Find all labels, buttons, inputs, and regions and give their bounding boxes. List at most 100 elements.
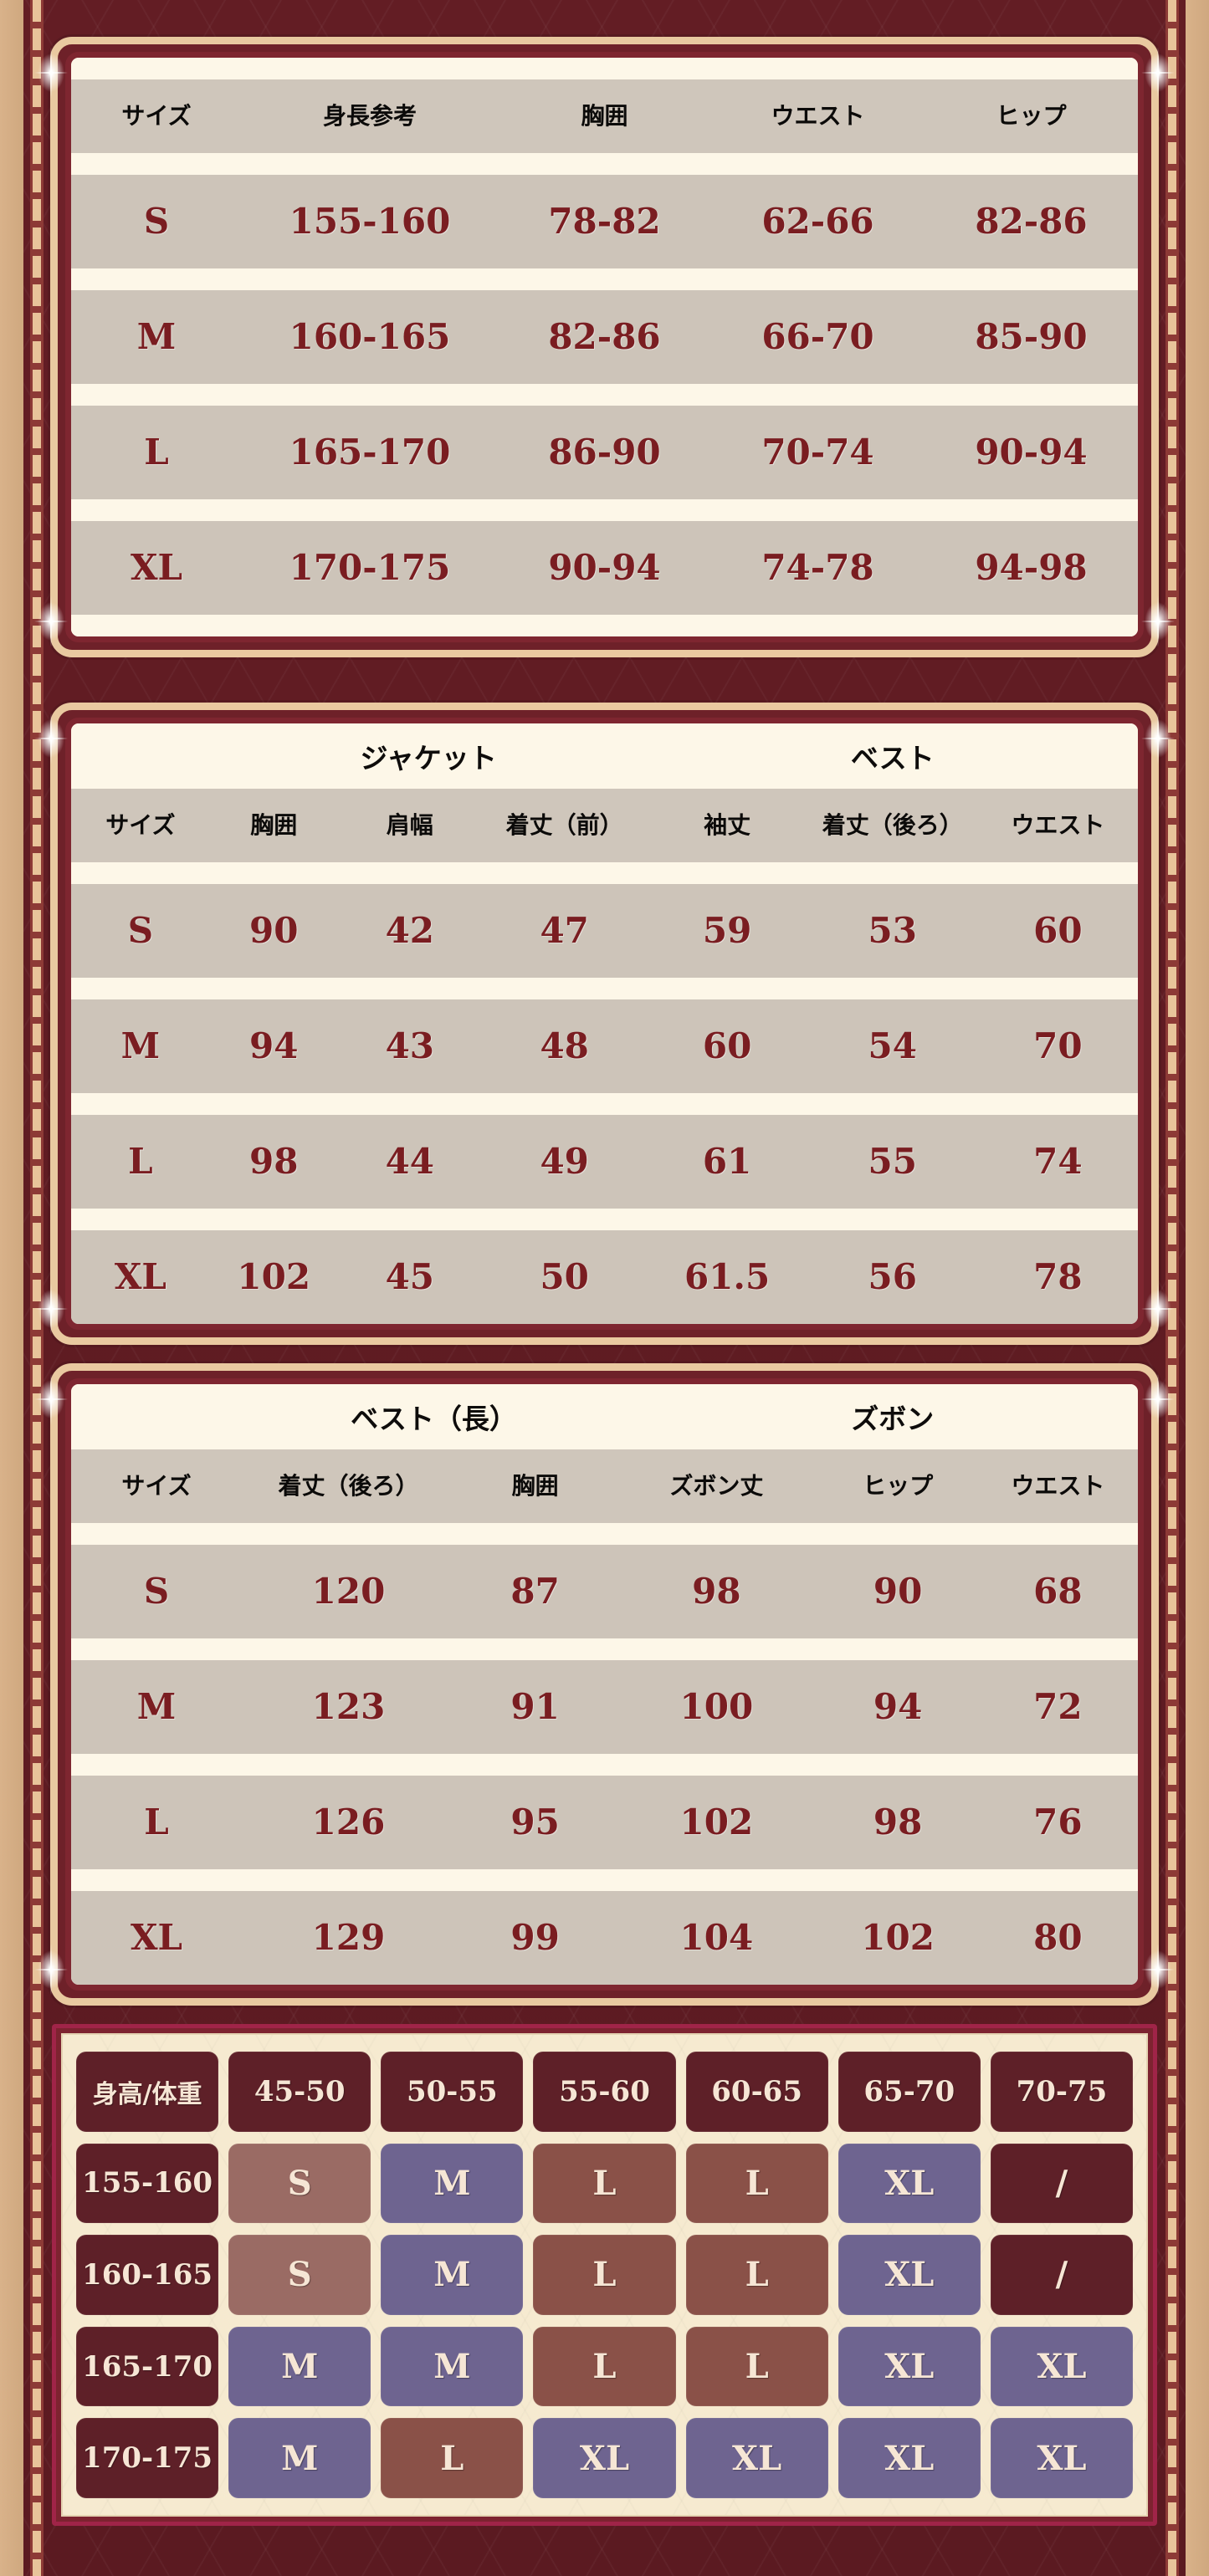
- card1-frame: サイズ 身長参考 胸囲 ウエスト ヒップ S 155-160 78-82 62-…: [33, 37, 1176, 657]
- table-row: S 120 87 98 90 68: [71, 1545, 1138, 1638]
- table-row: XL 102 45 50 61.5 56 78: [71, 1230, 1138, 1324]
- row-spacer: [71, 268, 1138, 290]
- table2-group-title: ジャケット: [360, 742, 497, 774]
- table1-cell: XL: [130, 546, 183, 588]
- card2-frame: ジャケット ベスト サイズ 胸囲 肩幅 着丈（前） 袖丈 着丈（後ろ） ウエスト…: [33, 703, 1176, 1345]
- table2-col-header: 肩幅: [386, 811, 433, 840]
- table2-cell: 78: [1033, 1255, 1083, 1297]
- matrix-size-cell: L: [533, 2235, 676, 2315]
- table1-col-header: 胸囲: [581, 102, 628, 130]
- card2-inner: ジャケット ベスト サイズ 胸囲 肩幅 着丈（前） 袖丈 着丈（後ろ） ウエスト…: [65, 718, 1144, 1330]
- row-spacer: [71, 615, 1138, 636]
- table2-cell: 44: [385, 1140, 435, 1182]
- table-row: S 90 42 47 59 53 60: [71, 884, 1138, 978]
- matrix-weight-header: 50-55: [381, 2052, 524, 2132]
- table3-cell: XL: [130, 1916, 183, 1958]
- row-spacer: [71, 1638, 1138, 1660]
- size-chart-card-jacket-vest: ジャケット ベスト サイズ 胸囲 肩幅 着丈（前） 袖丈 着丈（後ろ） ウエスト…: [33, 703, 1176, 1345]
- card1-inner: サイズ 身長参考 胸囲 ウエスト ヒップ S 155-160 78-82 62-…: [65, 52, 1144, 642]
- table2-cell: 59: [702, 909, 752, 951]
- matrix-size-cell: XL: [990, 2418, 1133, 2498]
- table1-cell: 66-70: [761, 315, 874, 357]
- matrix-size-cell: M: [381, 2235, 524, 2315]
- row-spacer: [71, 58, 1138, 79]
- table-row: XL 170-175 90-94 74-78 94-98: [71, 521, 1138, 615]
- table2-cell: 61: [702, 1140, 752, 1182]
- matrix-size-cell: M: [381, 2143, 524, 2224]
- matrix-inner: 身高/体重 45-50 50-55 55-60 60-65 65-70 70-7…: [61, 2033, 1148, 2517]
- matrix-size-cell: XL: [838, 2143, 981, 2224]
- table2-header-row: サイズ 胸囲 肩幅 着丈（前） 袖丈 着丈（後ろ） ウエスト: [71, 789, 1138, 862]
- table1-col-header: ヒップ: [996, 102, 1067, 130]
- table-row: L 165-170 86-90 70-74 90-94: [71, 406, 1138, 499]
- matrix-size-cell: L: [685, 2235, 828, 2315]
- matrix-weight-header: 65-70: [838, 2052, 981, 2132]
- table3-col-header: サイズ: [121, 1472, 192, 1500]
- table1-cell: L: [144, 431, 169, 473]
- table2-cell: 56: [868, 1255, 917, 1297]
- table2-cell: 53: [868, 909, 917, 951]
- table3-cell: 94: [873, 1685, 923, 1727]
- table1-cell: 86-90: [548, 431, 661, 473]
- card3-inner: ベスト（長） ズボン サイズ 着丈（後ろ） 胸囲 ズボン丈 ヒップ ウエスト S…: [65, 1378, 1144, 1991]
- table3-group-title: ベスト（長）: [351, 1403, 517, 1435]
- left-tan-strip: [0, 0, 23, 2576]
- matrix-row: 160-165 S M L L XL /: [76, 2235, 1133, 2315]
- table2-cell: 43: [385, 1025, 435, 1066]
- table3-cell: 100: [679, 1685, 754, 1727]
- table-row: M 160-165 82-86 66-70 85-90: [71, 290, 1138, 384]
- row-spacer: [71, 499, 1138, 521]
- table-row: XL 129 99 104 102 80: [71, 1891, 1138, 1985]
- table3-col-header: ウエスト: [1011, 1472, 1105, 1500]
- table3-cell: 126: [311, 1801, 386, 1843]
- table2-col-header: 着丈（前）: [505, 811, 623, 840]
- matrix-weight-header: 70-75: [990, 2052, 1133, 2132]
- table3-cell: 98: [692, 1570, 741, 1612]
- table3-col-header: 着丈（後ろ）: [278, 1472, 419, 1500]
- table2-cell: S: [127, 909, 154, 951]
- table3-cell: 87: [510, 1570, 560, 1612]
- size-chart-card-longvest-pants: ベスト（長） ズボン サイズ 着丈（後ろ） 胸囲 ズボン丈 ヒップ ウエスト S…: [33, 1363, 1176, 2006]
- table1-cell: 70-74: [761, 431, 874, 473]
- table2-cell: XL: [114, 1255, 166, 1297]
- table3-cell: S: [143, 1570, 170, 1612]
- matrix-size-cell: L: [685, 2143, 828, 2224]
- table2-col-header: 着丈（後ろ）: [822, 811, 963, 840]
- table3-cell: M: [136, 1685, 177, 1727]
- size-chart-card-body: サイズ 身長参考 胸囲 ウエスト ヒップ S 155-160 78-82 62-…: [33, 37, 1176, 657]
- table2-cell: 54: [868, 1025, 917, 1066]
- table3-cell: 120: [311, 1570, 386, 1612]
- matrix-size-cell: S: [228, 2235, 371, 2315]
- table1-cell: 82-86: [548, 315, 661, 357]
- table1-cell: 170-175: [289, 546, 451, 588]
- matrix-size-cell: S: [228, 2143, 371, 2224]
- table3-cell: 104: [679, 1916, 754, 1958]
- matrix-size-cell: M: [228, 2418, 371, 2498]
- table-row: L 126 95 102 98 76: [71, 1776, 1138, 1869]
- table1-cell: 155-160: [289, 200, 451, 242]
- table2-col-header: サイズ: [105, 811, 176, 840]
- matrix-height-label: 160-165: [76, 2235, 219, 2315]
- table2-cell: 90: [249, 909, 299, 951]
- table1-cell: 160-165: [289, 315, 451, 357]
- table3-col-header: ズボン丈: [669, 1472, 764, 1500]
- table1-cell: 165-170: [289, 431, 451, 473]
- table1-col-header: ウエスト: [771, 102, 865, 130]
- table3-group-title-row: ベスト（長） ズボン: [71, 1384, 1138, 1449]
- table2-group-title-row: ジャケット ベスト: [71, 723, 1138, 789]
- table-row: L 98 44 49 61 55 74: [71, 1115, 1138, 1209]
- matrix-size-cell: XL: [533, 2418, 676, 2498]
- table2-cell: 61.5: [684, 1255, 771, 1297]
- table2-cell: 70: [1033, 1025, 1083, 1066]
- table1-cell: M: [136, 315, 177, 357]
- row-spacer: [71, 1523, 1138, 1545]
- table2-cell: 42: [385, 909, 435, 951]
- matrix-row: 155-160 S M L L XL /: [76, 2143, 1133, 2224]
- row-spacer: [71, 1754, 1138, 1776]
- matrix-row: 165-170 M M L L XL XL: [76, 2326, 1133, 2407]
- table2-cell: 49: [540, 1140, 589, 1182]
- table2-cell: 55: [868, 1140, 917, 1182]
- table1-cell: 90-94: [548, 546, 661, 588]
- matrix-size-cell: XL: [990, 2326, 1133, 2407]
